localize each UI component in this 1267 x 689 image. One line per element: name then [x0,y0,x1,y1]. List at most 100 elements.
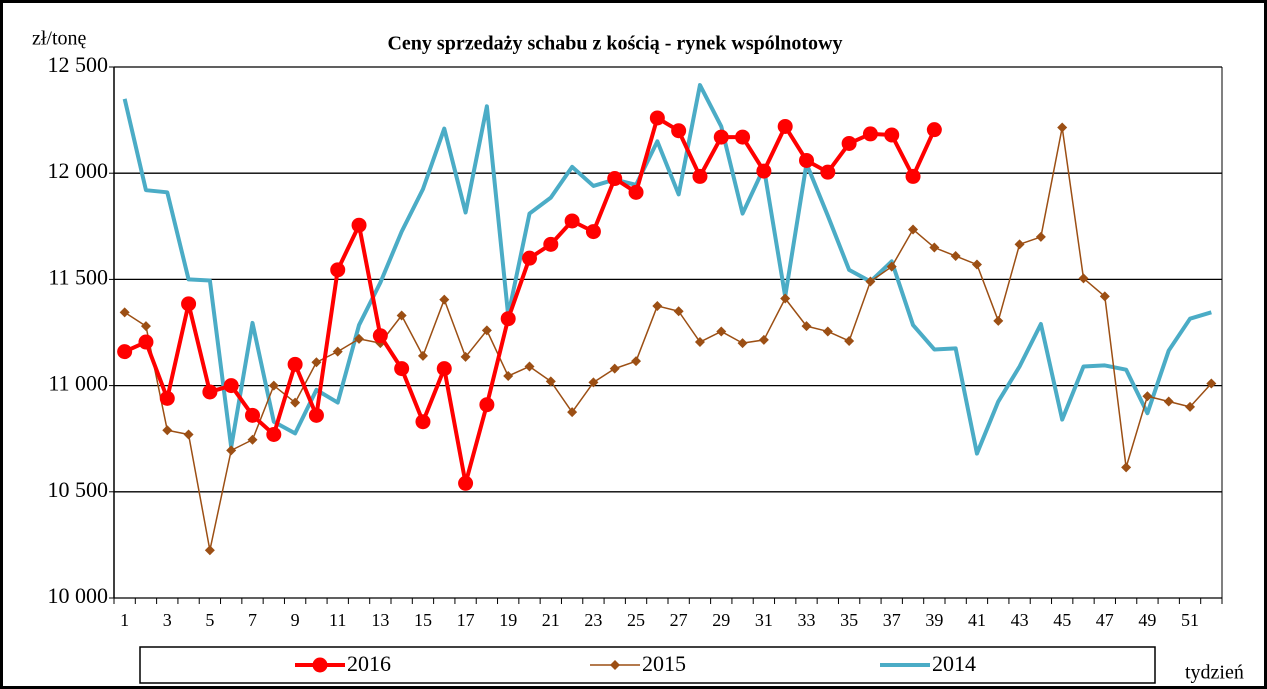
x-tick-label: 45 [1053,610,1071,630]
data-point [1206,378,1217,389]
data-point [716,326,727,337]
data-point [692,168,708,184]
x-tick-label: 15 [414,610,432,630]
data-point [1121,462,1132,473]
data-point [247,434,258,445]
data-point [436,361,452,377]
data-point [758,334,769,345]
data-point [354,333,365,344]
data-point [673,306,684,317]
data-point [567,407,578,418]
data-point [266,426,282,442]
x-tick-label: 9 [291,610,300,630]
data-point [1185,401,1196,412]
data-point [460,351,471,362]
x-tick-label: 31 [755,610,773,630]
data-point [652,300,663,311]
x-tick-label: 49 [1138,610,1156,630]
x-tick-label: 3 [163,610,172,630]
data-point [545,376,556,387]
data-point [458,475,474,491]
data-point [971,259,982,270]
data-point [799,152,814,168]
x-tick-label: 29 [712,610,730,630]
data-point [886,261,897,272]
data-point [1163,396,1174,407]
data-point [311,357,322,368]
data-point [735,129,751,145]
data-point [162,425,173,436]
data-point [1142,391,1153,402]
data-point [607,171,623,187]
data-point [223,378,239,394]
data-point [138,334,154,350]
y-tick-label: 11 500 [48,264,108,289]
data-point [756,163,772,179]
x-tick-label: 13 [371,610,389,630]
data-point [245,407,260,423]
data-point [522,250,537,266]
data-point [500,311,516,327]
data-point [481,325,492,336]
x-tick-label: 25 [627,610,645,630]
data-point [926,122,942,138]
x-tick-label: 17 [457,610,475,630]
data-point [844,335,855,346]
data-point [585,224,601,240]
data-point [780,293,791,304]
data-point [287,356,303,372]
x-tick-label: 27 [670,610,688,630]
y-tick-label: 11 000 [48,371,108,396]
chart-title: Ceny sprzedaży schabu z kością - rynek w… [387,33,842,55]
data-point [884,127,900,143]
data-point [1078,273,1089,284]
data-point [1035,231,1046,242]
data-point [713,129,729,145]
data-point [950,251,961,262]
x-tick-label: 19 [499,610,517,630]
legend-label: 2016 [347,651,391,676]
series-line [124,126,1212,551]
x-tick-label: 33 [798,610,816,630]
legend-box [139,646,1156,684]
data-point [822,326,833,337]
x-tick-label: 51 [1181,610,1199,630]
data-point [226,445,237,456]
data-point [415,414,431,430]
x-tick-label: 39 [925,610,943,630]
x-tick-label: 7 [248,610,257,630]
data-point [694,337,705,348]
data-point [865,276,876,287]
data-point [417,350,428,361]
data-point [117,344,133,360]
data-point [631,356,642,367]
data-point [479,397,495,413]
data-point [1099,291,1110,302]
data-point [993,315,1004,326]
y-tick-label: 10 500 [48,477,109,502]
x-tick-label: 37 [883,610,901,630]
legend-label: 2015 [642,651,686,676]
x-tick-label: 1 [120,610,129,630]
data-point [1057,122,1068,133]
data-point [290,397,301,408]
data-point [308,407,324,423]
series-line [122,83,1212,456]
data-point [543,236,559,252]
data-point [588,377,599,388]
data-point [908,224,919,235]
data-point [394,361,410,377]
y-tick-label: 10 000 [48,583,109,608]
data-point [351,217,367,233]
data-point [439,294,450,305]
data-point [737,338,748,349]
data-point [503,371,514,382]
x-tick-label: 41 [968,610,986,630]
y-tick-label: 12 000 [48,158,109,183]
data-point [159,390,175,406]
x-tick-label: 11 [329,610,346,630]
y-axis-label: zł/tonę [32,28,87,50]
data-point [183,429,194,440]
